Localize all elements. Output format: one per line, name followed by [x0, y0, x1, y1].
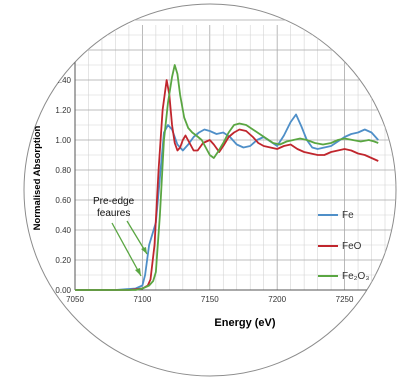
- annotation-arrow-line-2: [111, 222, 142, 277]
- y-tick-label: 0.40: [55, 226, 71, 235]
- annotation-line-2: feaures: [97, 208, 130, 219]
- legend: Fe FeO Fe₂O₃: [318, 210, 369, 282]
- y-tick-label: 1.40: [55, 76, 71, 85]
- x-tick-label: 7200: [268, 295, 286, 304]
- y-tick-labels: 0.00 0.20 0.40 0.60 0.80 1.00 1.20 1.40: [55, 76, 71, 295]
- legend-label-feo: FeO: [342, 241, 362, 252]
- annotation-arrow-head-1: [141, 247, 147, 254]
- legend-label-fe2o3: Fe₂O₃: [342, 271, 369, 282]
- y-tick-label: 1.00: [55, 136, 71, 145]
- x-tick-label: 7100: [133, 295, 151, 304]
- series-layer: [75, 64, 379, 291]
- legend-item-fe: Fe: [318, 210, 354, 221]
- y-tick-label: 0.00: [55, 286, 71, 295]
- y-tick-label: 0.80: [55, 166, 71, 175]
- annotation-arrow-head-2: [135, 268, 141, 276]
- y-axis-title: Normalised Absorption: [32, 125, 43, 230]
- y-tick-label: 1.20: [55, 106, 71, 115]
- series-line-feo: [75, 64, 379, 291]
- x-tick-label: 7150: [201, 295, 219, 304]
- series-line-feo: [75, 79, 379, 291]
- legend-item-fe2o3: Fe₂O₃: [318, 271, 369, 282]
- legend-item-feo: FeO: [318, 241, 362, 252]
- x-tick-labels: 7050 7100 7150 7200 7250: [66, 295, 354, 304]
- x-tick-label: 7250: [336, 295, 354, 304]
- legend-label-fe: Fe: [342, 210, 354, 221]
- y-tick-label: 0.20: [55, 256, 71, 265]
- x-tick-label: 7050: [66, 295, 84, 304]
- x-axis-title: Energy (eV): [214, 317, 275, 329]
- pre-edge-annotation: Pre-edge feaures: [93, 196, 148, 277]
- annotation-line-1: Pre-edge: [93, 196, 135, 207]
- y-tick-label: 0.60: [55, 196, 71, 205]
